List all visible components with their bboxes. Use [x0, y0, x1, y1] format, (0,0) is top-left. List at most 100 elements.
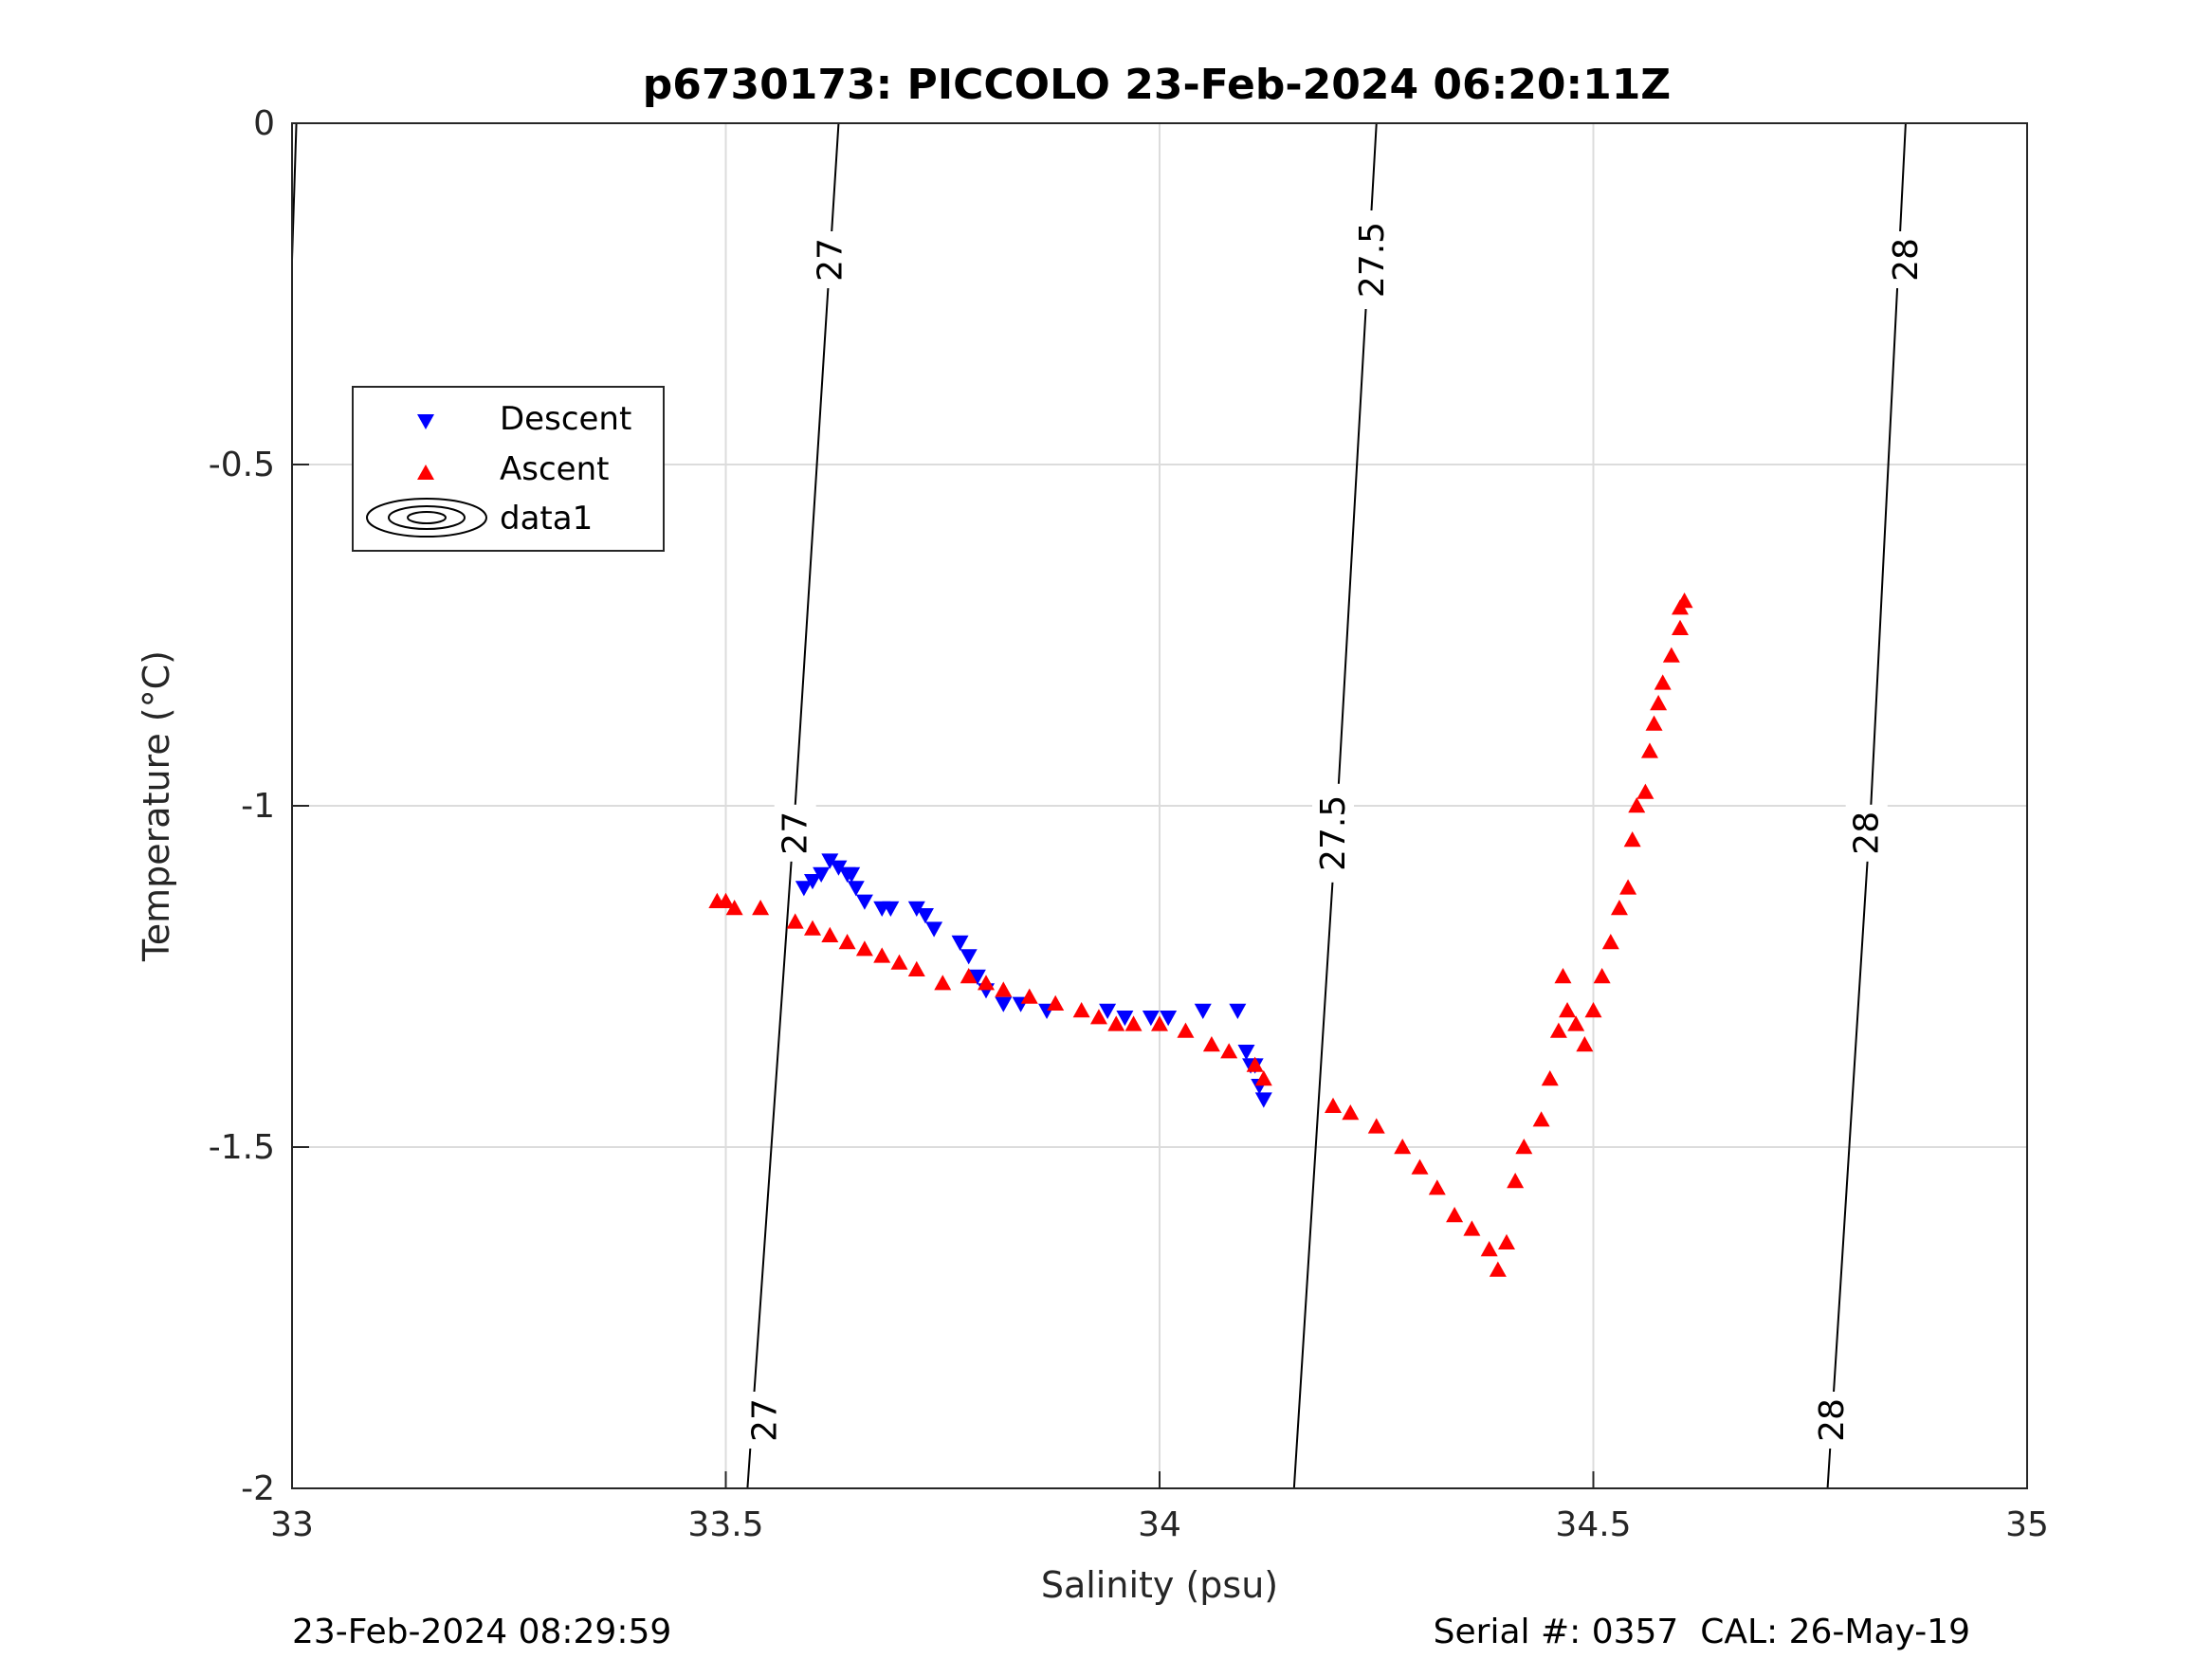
contour-label: 27.5 — [1353, 222, 1392, 298]
ascent-point — [1623, 831, 1641, 848]
ascent-point — [1367, 1118, 1385, 1134]
descent-point — [882, 901, 900, 917]
ascent-point — [1446, 1207, 1464, 1223]
descent-point — [925, 921, 943, 938]
descent-point — [1116, 1011, 1134, 1027]
descent-point — [1237, 1045, 1255, 1061]
contour-label-background — [743, 1392, 786, 1449]
ascent-point — [1593, 968, 1611, 984]
footer-timestamp: 23-Feb-2024 08:29:59 — [292, 1613, 671, 1651]
descent-point — [960, 949, 978, 965]
ascent-point — [1619, 879, 1637, 895]
contour-label-background — [1811, 1392, 1854, 1449]
contour-label-background — [1884, 231, 1927, 288]
ascent-point — [907, 960, 925, 976]
ascent-point — [838, 934, 856, 950]
ascent-point — [1541, 1070, 1559, 1086]
descent-point — [855, 894, 873, 910]
ascent-point — [1463, 1220, 1481, 1236]
ascent-point — [1411, 1158, 1429, 1175]
ascent-point — [1650, 695, 1668, 711]
contour-label: 27.5 — [1314, 795, 1353, 871]
ascent-point — [1567, 1015, 1585, 1031]
chart-title: p6730173: PICCOLO 23-Feb-2024 06:20:11Z — [643, 61, 1671, 109]
ascent-point — [890, 954, 908, 970]
ascent-point — [1549, 1022, 1567, 1038]
descent-point — [843, 866, 861, 883]
ascent-point — [1489, 1261, 1507, 1277]
ascent-point — [960, 968, 978, 984]
ascent-point — [1047, 994, 1065, 1011]
ascent-point — [1654, 674, 1672, 690]
descent-point — [907, 901, 925, 917]
y-tick-label: -2 — [241, 1469, 275, 1508]
contour-label: 27 — [811, 238, 850, 282]
ascent-point — [717, 892, 735, 908]
x-tick-label: 34 — [1138, 1505, 1181, 1544]
ascent-point — [821, 926, 839, 942]
descent-point — [968, 969, 986, 985]
ascent-point — [1645, 715, 1663, 731]
ascent-point — [855, 940, 873, 957]
descent-point — [1160, 1011, 1178, 1027]
ascent-point — [1394, 1139, 1412, 1155]
descent-point — [951, 935, 969, 951]
ascent-point — [1107, 1015, 1125, 1031]
y-tick-label: -0.5 — [209, 446, 275, 484]
ascent-point — [1532, 1111, 1550, 1127]
ascent-point — [1177, 1022, 1195, 1038]
x-tick-label: 33 — [270, 1505, 314, 1544]
contour-label: 27 — [777, 811, 815, 855]
legend-data1-label: data1 — [500, 500, 593, 538]
ascent-point — [1515, 1139, 1533, 1155]
ascent-point — [1675, 592, 1693, 609]
ascent-point — [725, 900, 743, 916]
x-tick-label: 33.5 — [687, 1505, 763, 1544]
ascent-point — [1342, 1104, 1360, 1121]
contour-label-background — [1312, 783, 1354, 883]
ascent-point — [873, 947, 891, 963]
descent-series — [795, 853, 1272, 1108]
descent-point — [1229, 1003, 1247, 1019]
ascent-point — [1254, 1070, 1272, 1086]
ascent-point — [1662, 647, 1680, 663]
ascent-point — [804, 920, 821, 936]
descent-legend-marker-icon — [417, 414, 434, 429]
ascent-point — [1246, 1056, 1264, 1072]
contour-labels: 27 27 27 27.5 27.5 28 28 28 — [743, 210, 1927, 1449]
contour-label-background — [1845, 804, 1888, 862]
ascent-point — [1498, 1233, 1515, 1249]
ascent-point — [1072, 1002, 1090, 1018]
descent-point — [1254, 1092, 1272, 1108]
ascent-point — [1554, 968, 1572, 984]
descent-point — [813, 866, 831, 883]
x-tick-label: 35 — [2005, 1505, 2049, 1544]
ascent-point — [1636, 783, 1654, 799]
ascent-point — [786, 913, 804, 929]
ascent-point — [752, 900, 770, 916]
contour-label: 28 — [1813, 1398, 1852, 1442]
y-tick-label: -1 — [241, 787, 275, 826]
ascent-point — [1020, 988, 1038, 1004]
footer-serial-cal: Serial #: 0357 CAL: 26-May-19 — [1434, 1613, 1970, 1651]
ascent-point — [1202, 1036, 1220, 1052]
ascent-point — [1672, 619, 1689, 635]
contour-label-background — [774, 804, 816, 862]
x-tick-label: 34.5 — [1555, 1505, 1631, 1544]
ascent-point — [1428, 1179, 1446, 1195]
ascent-point — [1601, 934, 1619, 950]
contour-label-background — [1351, 210, 1394, 309]
ascent-point — [934, 975, 952, 991]
ascent-point — [1584, 1002, 1602, 1018]
contour-label: 27 — [746, 1398, 785, 1442]
legend: Descent Ascent data1 — [352, 386, 665, 552]
ascent-point — [978, 975, 995, 991]
contour-label: 28 — [1887, 238, 1926, 282]
descent-point — [1099, 1003, 1117, 1019]
descent-point — [847, 881, 865, 897]
ascent-point — [1640, 742, 1658, 758]
ascent-legend-marker-icon — [417, 465, 434, 480]
ascent-point — [1610, 900, 1628, 916]
ascent-point — [995, 981, 1013, 997]
